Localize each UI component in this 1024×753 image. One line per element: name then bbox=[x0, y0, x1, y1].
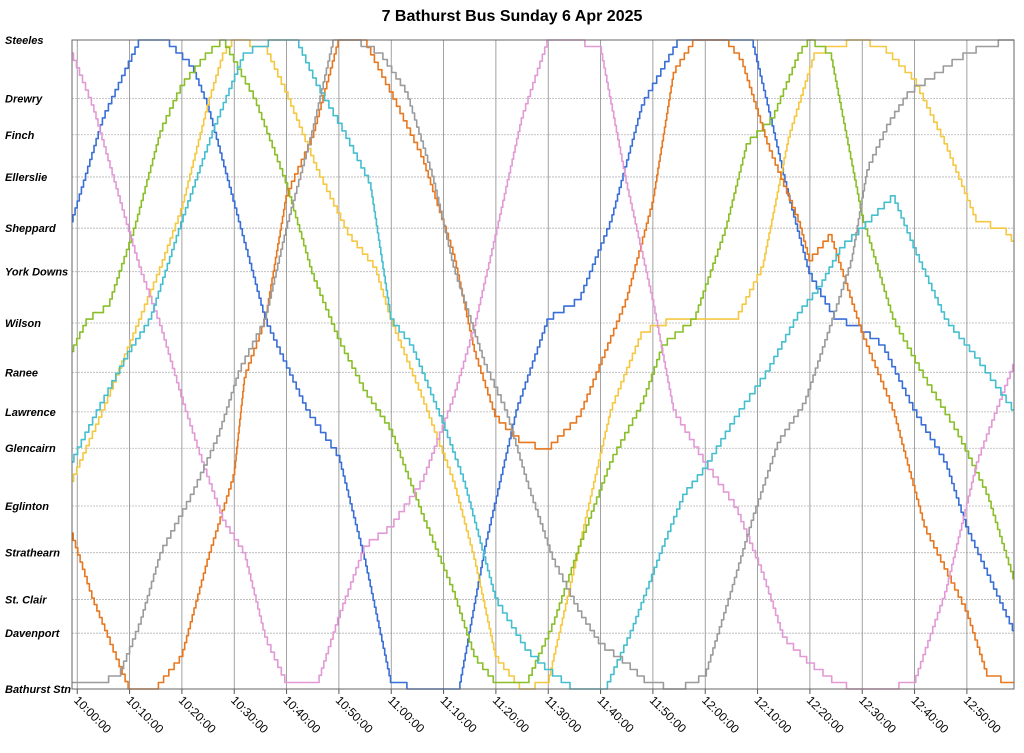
stop-label: Strathearn bbox=[5, 548, 60, 560]
time-tick-label: 11:20:00 bbox=[490, 693, 533, 736]
stop-label: Lawrence bbox=[5, 407, 56, 419]
time-tick-label: 11:00:00 bbox=[385, 693, 428, 736]
time-tick-label: 12:10:00 bbox=[751, 693, 794, 736]
stop-label: Steeles bbox=[5, 35, 44, 47]
bus-trip-line bbox=[72, 39, 1014, 690]
time-tick-label: 10:40:00 bbox=[280, 693, 323, 736]
time-tick-label: 10:10:00 bbox=[123, 693, 166, 736]
time-tick-label: 12:40:00 bbox=[908, 693, 951, 736]
plot-frame bbox=[71, 39, 1015, 690]
bus-trip-line bbox=[72, 39, 1014, 690]
stop-label: St. Clair bbox=[5, 594, 47, 606]
series-layer bbox=[72, 39, 1014, 690]
stop-label: Sheppard bbox=[5, 223, 56, 235]
stop-label: York Downs bbox=[5, 267, 68, 279]
stop-label: Bathurst Stn bbox=[5, 684, 71, 696]
time-tick-label: 10:20:00 bbox=[176, 693, 219, 736]
stop-label: Wilson bbox=[5, 318, 41, 330]
bus-trip-line bbox=[72, 39, 1014, 684]
stop-label: Finch bbox=[5, 130, 35, 142]
time-tick-label: 12:30:00 bbox=[856, 693, 899, 736]
time-tick-label: 10:00:00 bbox=[71, 693, 114, 736]
stop-label: Ranee bbox=[5, 367, 38, 379]
time-tick-label: 11:30:00 bbox=[542, 693, 585, 736]
stop-label: Eglinton bbox=[5, 501, 49, 513]
time-tick-label: 12:50:00 bbox=[961, 693, 1004, 736]
stop-label: Drewry bbox=[5, 93, 43, 105]
time-tick-label: 11:50:00 bbox=[647, 693, 690, 736]
bus-trip-line bbox=[72, 39, 1014, 690]
time-tick-label: 10:50:00 bbox=[333, 693, 376, 736]
time-tick-label: 12:20:00 bbox=[804, 693, 847, 736]
stop-label: Ellerslie bbox=[5, 172, 47, 184]
time-tick-label: 10:30:00 bbox=[228, 693, 271, 736]
time-tick-label: 11:40:00 bbox=[594, 693, 637, 736]
stop-label: Glencairn bbox=[5, 443, 56, 455]
chart-title: 7 Bathurst Bus Sunday 6 Apr 2025 bbox=[381, 8, 643, 25]
time-tick-label: 12:00:00 bbox=[699, 693, 742, 736]
time-tick-label: 11:10:00 bbox=[437, 693, 480, 736]
label-layer: Steeles Drewry Finch Ellerslie Sheppard York … bbox=[5, 35, 1004, 736]
grid-layer bbox=[72, 39, 1014, 694]
stop-label: Davenport bbox=[5, 628, 61, 640]
bus-trip-line bbox=[72, 39, 1014, 690]
bus-trip-line bbox=[72, 39, 1014, 690]
bus-trip-line bbox=[72, 39, 1014, 690]
